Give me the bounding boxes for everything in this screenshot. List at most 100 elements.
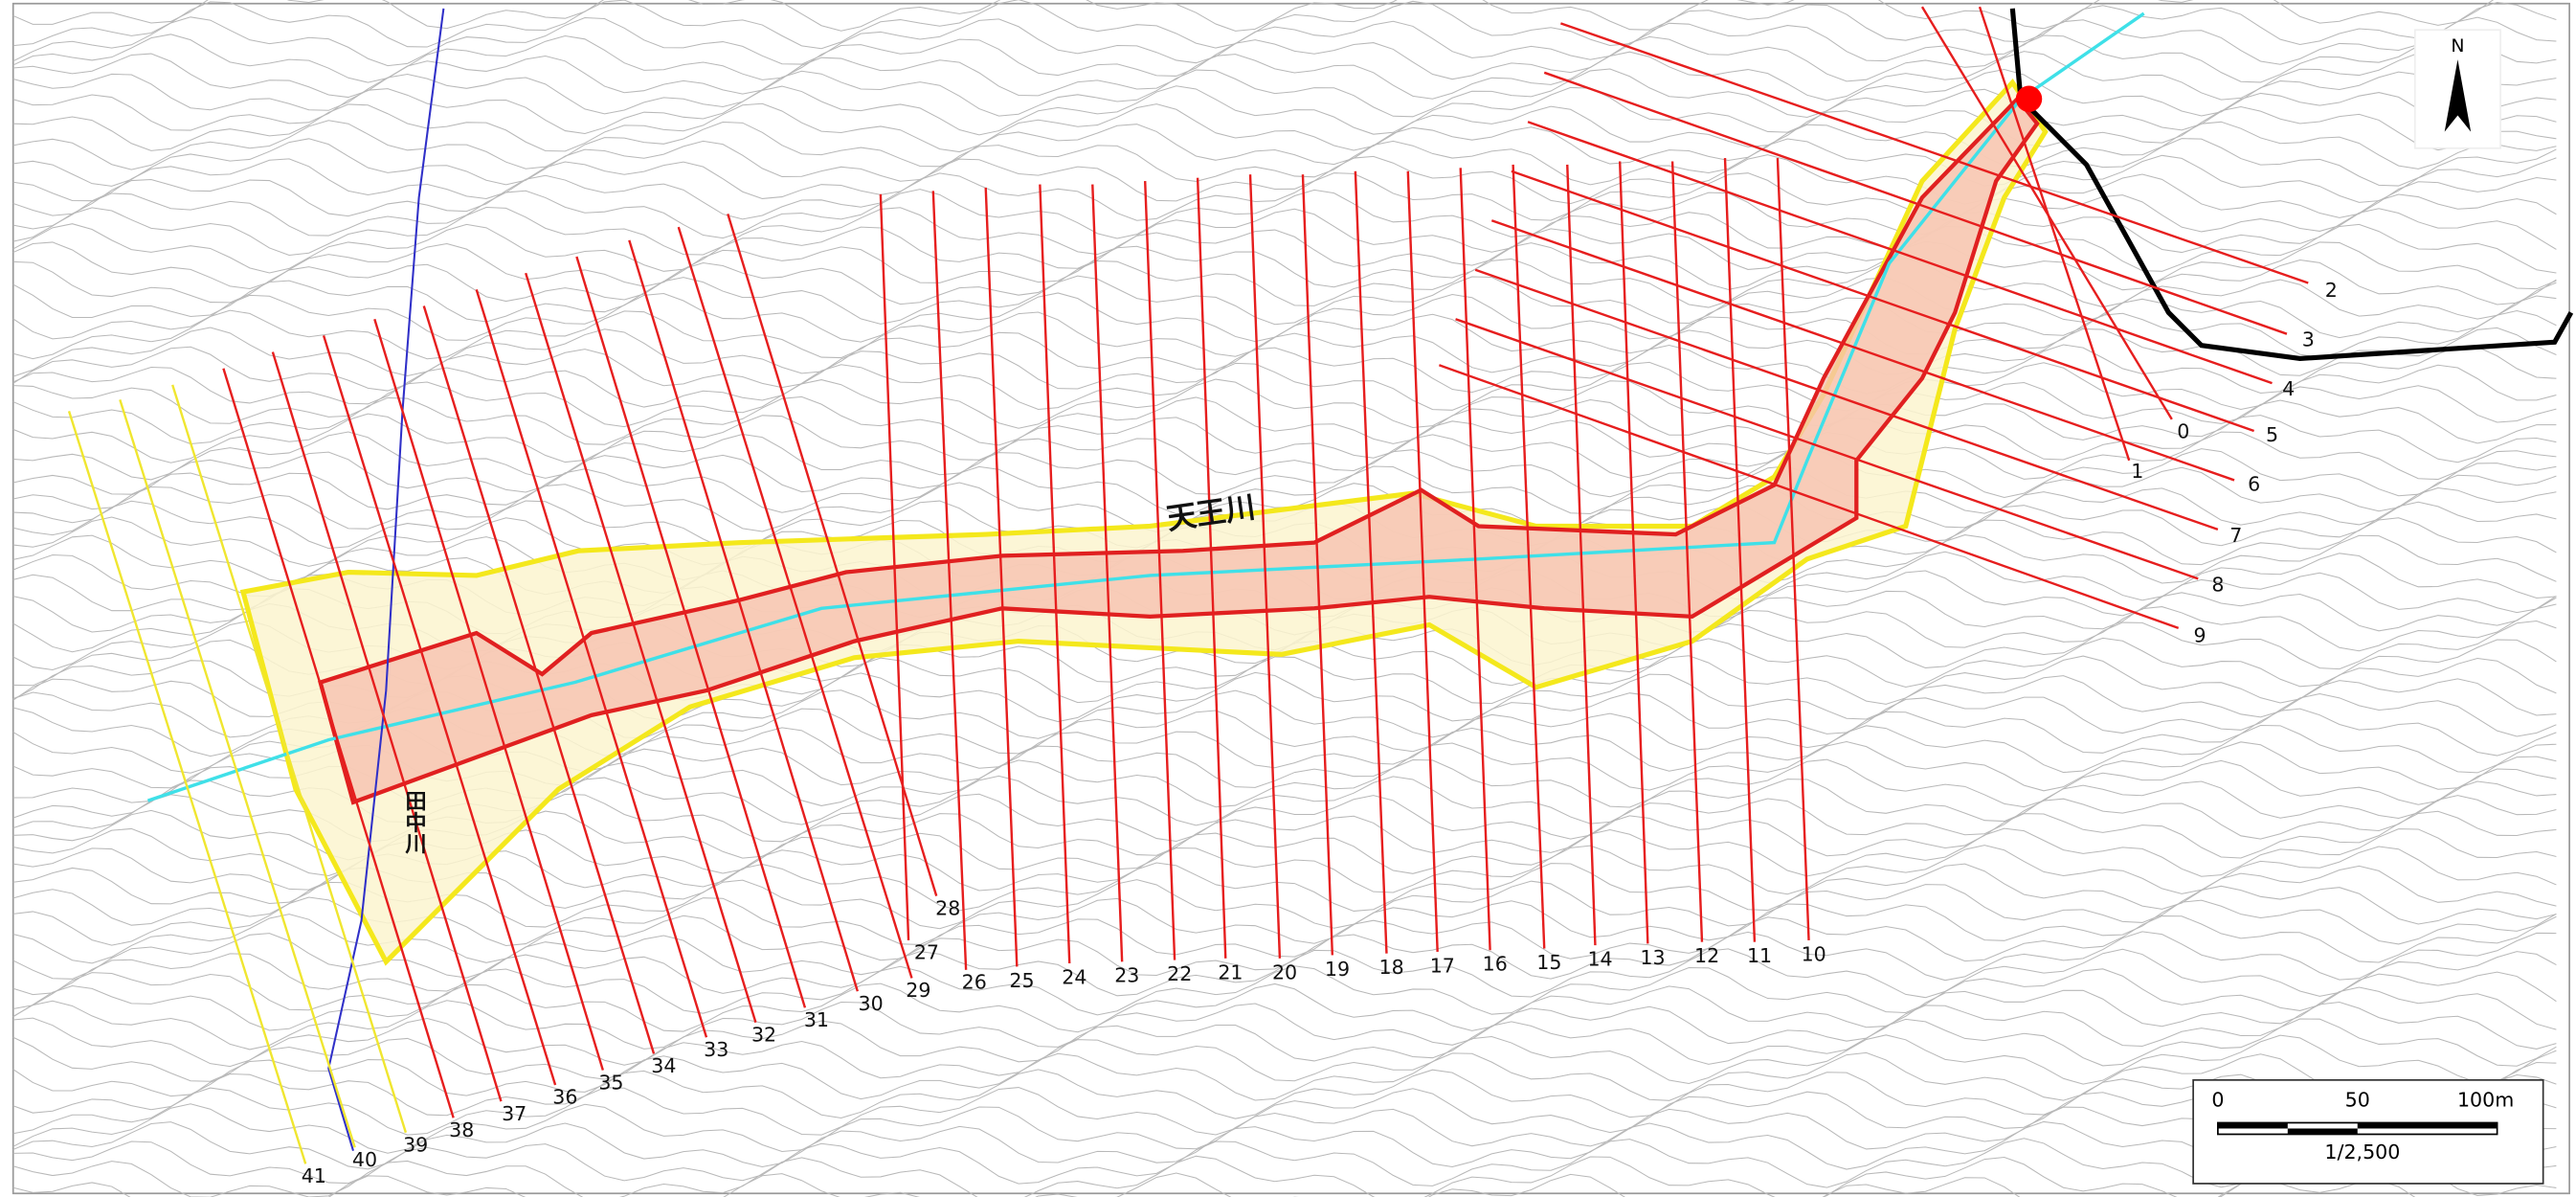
section-label: 10 (1802, 942, 1826, 965)
contour (12, 982, 2557, 1033)
section-line (1455, 318, 2199, 580)
section-line (984, 187, 1019, 967)
section-label: 11 (1747, 944, 1772, 967)
contour (12, 1051, 2557, 1101)
section-label: 35 (598, 1071, 623, 1094)
contour (12, 413, 2557, 463)
section-label: 17 (1430, 954, 1455, 977)
contour (12, 1017, 2557, 1068)
contour (12, 1087, 2557, 1136)
section-line (1511, 169, 2255, 433)
contour (12, 207, 2557, 257)
section-label: 9 (2193, 623, 2206, 646)
scale-bar-segment (2357, 1122, 2498, 1129)
hazard-area (318, 96, 2040, 805)
scale-tick: 0 (2211, 1088, 2224, 1111)
contour (12, 1069, 2557, 1119)
river-label: 田中川 (401, 790, 427, 854)
section-label: 40 (352, 1148, 377, 1171)
section-line (1248, 174, 1282, 959)
section-label: 13 (1640, 946, 1665, 969)
scale-tick: 50 (2345, 1088, 2370, 1111)
section-label: 14 (1587, 948, 1612, 971)
section-line (1196, 177, 1227, 959)
contour (12, 1138, 2557, 1188)
scale-bar-segment (2287, 1128, 2358, 1135)
origin-point (2015, 85, 2043, 113)
contour (12, 931, 2557, 982)
section-line (1543, 71, 2288, 335)
section-label: 25 (1009, 969, 1034, 992)
section-line (931, 191, 968, 970)
section-label: 36 (552, 1086, 577, 1109)
section-label: 19 (1325, 958, 1350, 981)
north-arrow (2444, 59, 2472, 132)
section-label: 34 (651, 1054, 676, 1077)
contour (12, 1172, 2416, 1197)
section-line (677, 226, 913, 979)
section-label: 27 (914, 941, 939, 964)
section-line (1723, 158, 1757, 942)
section-line (727, 214, 938, 896)
contour (12, 240, 2557, 291)
contour (12, 85, 2557, 136)
section-label: 0 (2177, 420, 2189, 443)
contour (12, 1120, 2557, 1171)
tanaka-river (327, 8, 445, 1151)
section-label: 21 (1218, 960, 1243, 983)
section-line (879, 193, 910, 941)
section-line (1143, 181, 1176, 960)
section-label: 32 (751, 1024, 776, 1047)
section-line (1474, 268, 2219, 531)
section-line (1566, 164, 1597, 946)
section-label: 18 (1379, 956, 1404, 979)
section-line (1301, 174, 1334, 956)
section-label: 16 (1483, 953, 1508, 976)
section-line (628, 239, 860, 992)
section-label: 1 (2131, 460, 2143, 483)
contour (12, 914, 2557, 964)
section-line (1512, 164, 1546, 949)
section-label: 37 (502, 1102, 526, 1125)
section-label: 26 (962, 971, 987, 994)
contour (12, 275, 2557, 326)
contour (12, 1000, 2557, 1050)
contour (12, 102, 2557, 153)
contour (12, 1103, 2557, 1154)
contour (12, 1034, 2557, 1085)
north-label: N (2451, 35, 2464, 56)
section-label: 20 (1272, 960, 1297, 983)
contour (12, 447, 2557, 498)
contour (12, 309, 2557, 360)
section-label: 23 (1114, 964, 1139, 987)
section-label: 12 (1694, 944, 1719, 967)
section-label: 22 (1167, 962, 1192, 985)
section-line (1527, 121, 2273, 385)
contour (12, 948, 2557, 999)
contour (12, 68, 2557, 119)
contour (12, 154, 2557, 205)
section-line (1670, 161, 1704, 942)
contour (12, 378, 2557, 429)
contour (12, 361, 2557, 412)
section-label: 41 (302, 1164, 326, 1187)
section-line (1354, 170, 1388, 954)
inundation-area (239, 78, 2049, 966)
section-line (1438, 364, 2180, 630)
section-line (1618, 161, 1649, 944)
section-line (575, 256, 807, 1008)
section-line (322, 335, 557, 1086)
section-label: 24 (1062, 965, 1086, 988)
section-line (1559, 22, 2309, 284)
scale-bar-segment (2217, 1122, 2288, 1129)
contour (12, 172, 2557, 221)
contour (12, 120, 2557, 170)
section-line (1091, 184, 1124, 962)
section-line (525, 272, 757, 1024)
section-line (1776, 158, 1810, 941)
contour (12, 431, 2557, 481)
contour (12, 189, 2557, 239)
section-line (1459, 168, 1491, 951)
section-label: 31 (804, 1008, 829, 1031)
